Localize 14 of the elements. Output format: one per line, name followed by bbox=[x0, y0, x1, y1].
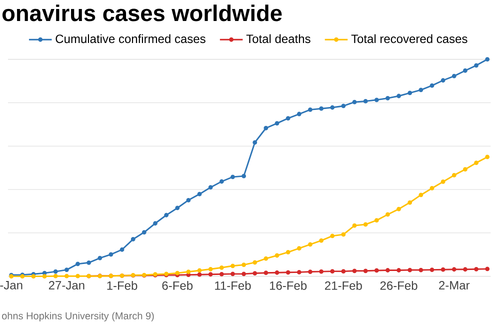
x-tick-label: 6-Feb bbox=[162, 281, 193, 290]
x-tick-label: 27-Jan bbox=[48, 281, 84, 290]
legend-label: Total deaths bbox=[246, 34, 310, 44]
text: ohns Hopkins University (March 9) bbox=[2, 312, 154, 322]
x-tick-label: 26-Feb bbox=[380, 281, 418, 290]
x-tick-label: 11-Feb bbox=[215, 281, 251, 290]
x-tick-label: 2-Mar bbox=[439, 281, 470, 290]
x-tick-label: -Jan bbox=[0, 281, 22, 290]
legend-label: Total recovered cases bbox=[351, 34, 468, 44]
x-tick-label: 21-Feb bbox=[325, 281, 362, 290]
chart-title: onavirus cases worldwide bbox=[2, 4, 282, 22]
x-tick-label: 16-Feb bbox=[270, 281, 307, 290]
legend-label: Cumulative confirmed cases bbox=[56, 34, 206, 44]
x-tick-label: 1-Feb bbox=[107, 281, 138, 290]
